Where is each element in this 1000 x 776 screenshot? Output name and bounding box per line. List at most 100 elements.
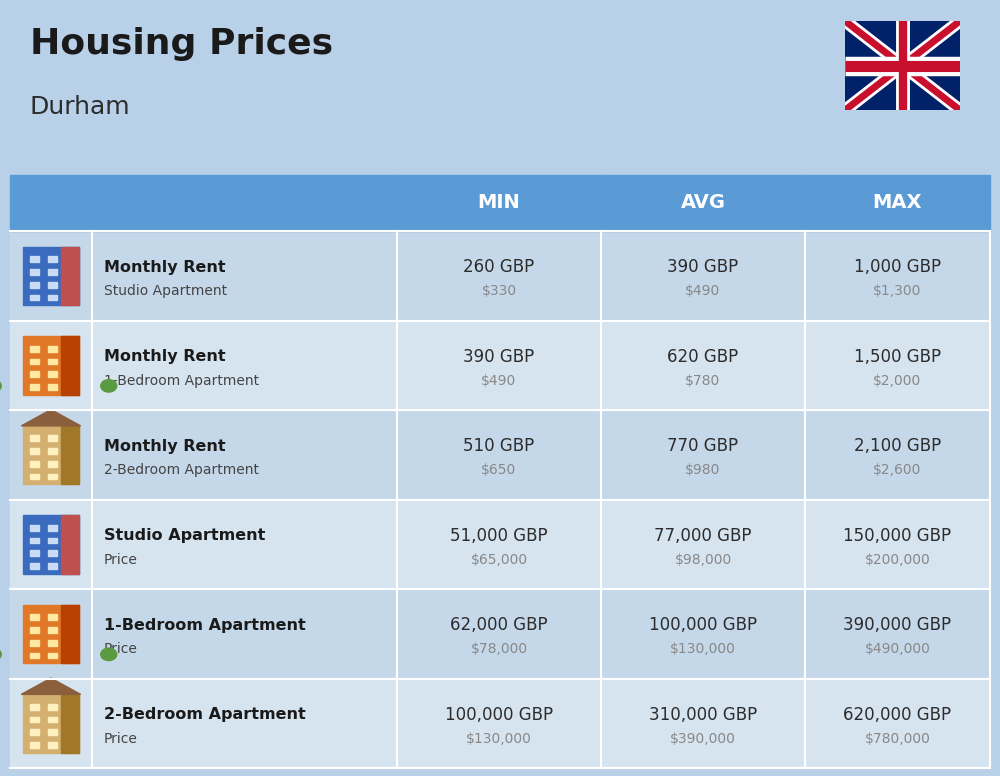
Bar: [30, 627, 39, 633]
Text: 51,000 GBP: 51,000 GBP: [450, 527, 548, 545]
Text: 390 GBP: 390 GBP: [667, 258, 739, 276]
Bar: [23, 337, 78, 394]
Text: Monthly Rent: Monthly Rent: [104, 349, 226, 364]
Text: 2-Bedroom Apartment: 2-Bedroom Apartment: [104, 707, 306, 722]
Text: Durham: Durham: [30, 95, 131, 119]
Text: $65,000: $65,000: [470, 553, 528, 566]
Bar: [30, 615, 39, 620]
Bar: [30, 525, 39, 531]
Bar: [30, 359, 39, 364]
Text: Monthly Rent: Monthly Rent: [104, 259, 226, 275]
Text: Price: Price: [104, 553, 138, 566]
Bar: [48, 563, 57, 569]
Bar: [48, 435, 57, 441]
Text: Monthly Rent: Monthly Rent: [104, 438, 226, 453]
Bar: [397, 175, 601, 231]
Polygon shape: [21, 678, 81, 695]
Circle shape: [0, 648, 1, 660]
Bar: [48, 653, 57, 658]
Bar: [48, 550, 57, 556]
Bar: [805, 411, 990, 500]
Bar: [10, 320, 397, 411]
Bar: [601, 175, 805, 231]
Bar: [30, 550, 39, 556]
Text: $330: $330: [481, 284, 517, 298]
Bar: [30, 716, 39, 722]
Text: 390,000 GBP: 390,000 GBP: [843, 616, 952, 634]
Bar: [397, 679, 601, 768]
Text: $650: $650: [481, 463, 517, 477]
Bar: [397, 500, 601, 589]
Text: $2,600: $2,600: [873, 463, 922, 477]
Text: MIN: MIN: [478, 193, 520, 213]
Text: 150,000 GBP: 150,000 GBP: [843, 527, 952, 545]
Text: 100,000 GBP: 100,000 GBP: [649, 616, 757, 634]
Bar: [601, 500, 805, 589]
Text: Housing Prices: Housing Prices: [30, 27, 333, 61]
Text: AVG: AVG: [680, 193, 726, 213]
Bar: [48, 448, 57, 454]
Bar: [10, 500, 397, 589]
Text: $980: $980: [685, 463, 721, 477]
Text: 770 GBP: 770 GBP: [667, 437, 739, 455]
Bar: [30, 729, 39, 735]
Text: $490: $490: [685, 284, 721, 298]
Bar: [30, 295, 39, 300]
Text: 62,000 GBP: 62,000 GBP: [450, 616, 548, 634]
Text: $2,000: $2,000: [873, 374, 922, 388]
Text: 2-Bedroom Apartment: 2-Bedroom Apartment: [104, 463, 259, 477]
Bar: [10, 679, 397, 768]
Bar: [23, 426, 78, 484]
Text: 310,000 GBP: 310,000 GBP: [649, 705, 757, 723]
Bar: [61, 695, 78, 753]
Bar: [61, 247, 78, 305]
Bar: [48, 282, 57, 288]
Text: 77,000 GBP: 77,000 GBP: [654, 527, 752, 545]
Circle shape: [0, 379, 1, 392]
Bar: [48, 729, 57, 735]
Text: 1,000 GBP: 1,000 GBP: [854, 258, 941, 276]
Text: 100,000 GBP: 100,000 GBP: [445, 705, 553, 723]
Bar: [805, 231, 990, 320]
Bar: [30, 346, 39, 352]
Bar: [61, 515, 78, 573]
Bar: [30, 435, 39, 441]
Polygon shape: [21, 410, 81, 426]
Bar: [30, 256, 39, 262]
Bar: [23, 515, 78, 573]
Text: 2,100 GBP: 2,100 GBP: [854, 437, 941, 455]
Bar: [30, 372, 39, 377]
Bar: [23, 247, 78, 305]
Bar: [30, 384, 39, 390]
Bar: [10, 175, 397, 231]
Bar: [805, 500, 990, 589]
Bar: [48, 742, 57, 748]
Bar: [48, 639, 57, 646]
Bar: [30, 639, 39, 646]
Bar: [601, 320, 805, 411]
Bar: [601, 679, 805, 768]
Bar: [805, 320, 990, 411]
Circle shape: [101, 648, 117, 660]
Bar: [10, 231, 397, 320]
Text: 1-Bedroom Apartment: 1-Bedroom Apartment: [104, 618, 306, 632]
Bar: [30, 538, 39, 543]
Text: $390,000: $390,000: [670, 732, 736, 746]
Bar: [48, 704, 57, 709]
Bar: [61, 426, 78, 484]
Bar: [30, 269, 39, 275]
Bar: [601, 231, 805, 320]
Bar: [397, 231, 601, 320]
Text: $130,000: $130,000: [670, 643, 736, 656]
Text: $780: $780: [685, 374, 721, 388]
Bar: [30, 461, 39, 466]
Bar: [397, 320, 601, 411]
Bar: [48, 538, 57, 543]
Text: $200,000: $200,000: [865, 553, 930, 566]
Text: 390 GBP: 390 GBP: [463, 348, 535, 365]
Bar: [30, 653, 39, 658]
Bar: [61, 337, 78, 394]
Text: Studio Apartment: Studio Apartment: [104, 284, 227, 298]
Bar: [10, 589, 397, 679]
Bar: [48, 461, 57, 466]
